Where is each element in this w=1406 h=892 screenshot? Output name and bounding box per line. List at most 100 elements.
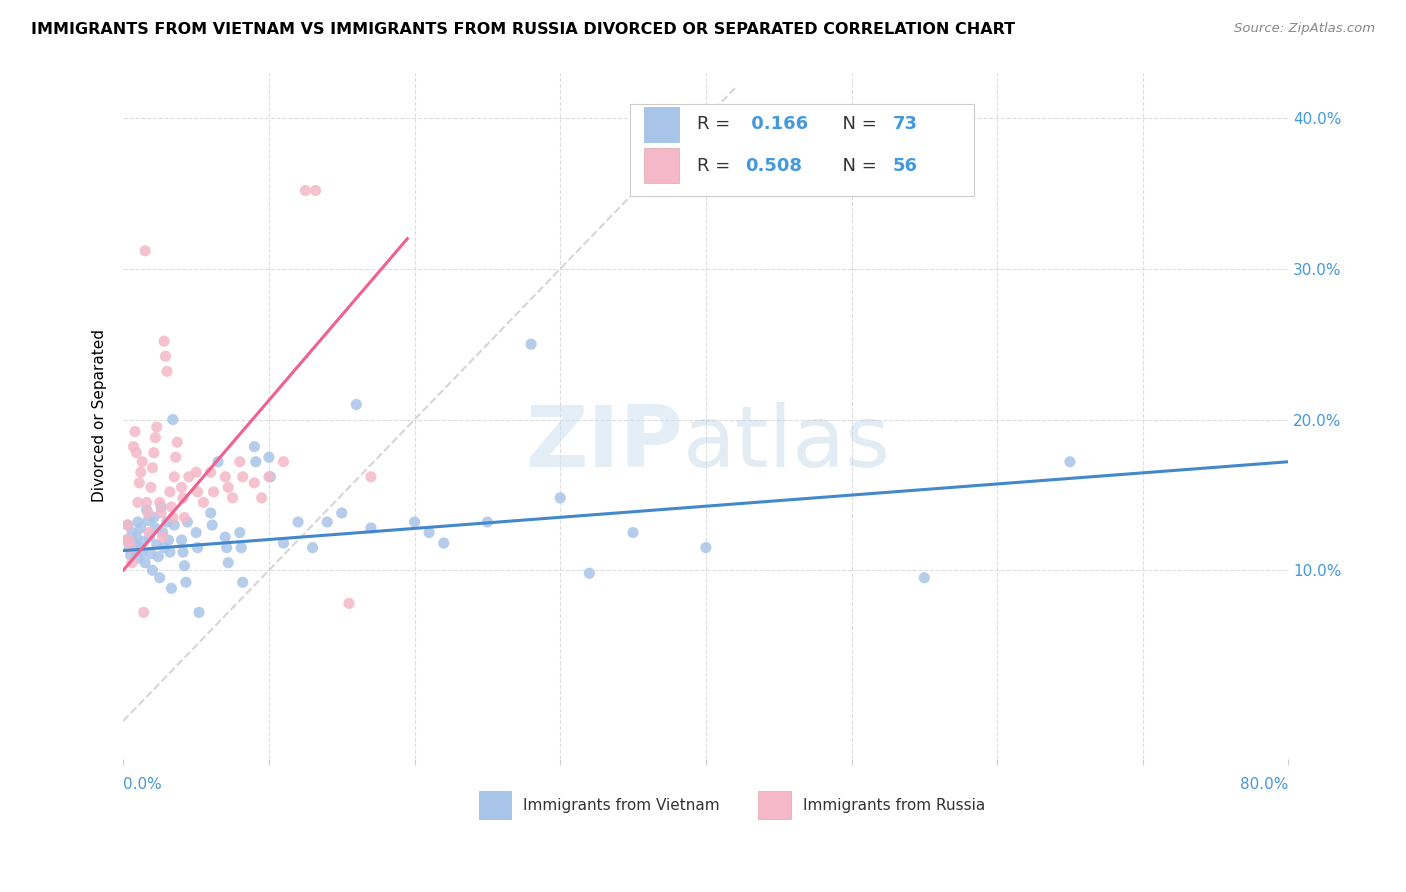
Point bbox=[337, 596, 360, 610]
Point bbox=[136, 506, 159, 520]
Point bbox=[159, 545, 181, 559]
Point bbox=[273, 455, 295, 469]
Point bbox=[257, 470, 280, 484]
Point bbox=[912, 571, 935, 585]
Point bbox=[160, 500, 183, 514]
Point bbox=[153, 334, 176, 349]
Point bbox=[138, 530, 160, 544]
Text: Immigrants from Vietnam: Immigrants from Vietnam bbox=[523, 797, 720, 813]
Point bbox=[152, 525, 174, 540]
Point bbox=[120, 541, 142, 555]
Point bbox=[330, 506, 353, 520]
Point bbox=[316, 515, 339, 529]
Point bbox=[122, 536, 145, 550]
Point bbox=[229, 455, 252, 469]
Point bbox=[188, 606, 211, 620]
Point bbox=[141, 460, 163, 475]
Text: 80.0%: 80.0% bbox=[1240, 777, 1288, 792]
Point bbox=[128, 475, 150, 490]
Point bbox=[1059, 455, 1081, 469]
Point bbox=[214, 530, 236, 544]
Point bbox=[176, 515, 198, 529]
Text: N =: N = bbox=[831, 156, 882, 175]
Point bbox=[259, 470, 281, 484]
Text: N =: N = bbox=[831, 115, 882, 134]
Point bbox=[200, 506, 222, 520]
Point bbox=[404, 515, 426, 529]
Point bbox=[150, 506, 173, 520]
Point bbox=[141, 563, 163, 577]
FancyBboxPatch shape bbox=[630, 103, 974, 196]
Text: R =: R = bbox=[696, 115, 735, 134]
Point bbox=[129, 465, 152, 479]
Point bbox=[243, 440, 266, 454]
Text: 56: 56 bbox=[893, 156, 917, 175]
Point bbox=[621, 525, 644, 540]
Point bbox=[139, 480, 162, 494]
FancyBboxPatch shape bbox=[758, 791, 792, 819]
Point bbox=[304, 184, 326, 198]
Text: atlas: atlas bbox=[682, 401, 890, 484]
Text: 73: 73 bbox=[893, 115, 917, 134]
Point bbox=[143, 521, 166, 535]
Point bbox=[115, 533, 138, 547]
Point bbox=[360, 470, 382, 484]
Point bbox=[118, 541, 141, 555]
Point bbox=[129, 521, 152, 535]
Point bbox=[160, 582, 183, 596]
Point bbox=[118, 533, 141, 547]
Point bbox=[157, 533, 180, 547]
Point bbox=[135, 495, 157, 509]
Point bbox=[548, 491, 571, 505]
Point bbox=[215, 541, 238, 555]
Point bbox=[273, 536, 295, 550]
Point bbox=[162, 510, 184, 524]
Point bbox=[117, 518, 139, 533]
Point bbox=[695, 541, 717, 555]
Point bbox=[148, 549, 170, 564]
Point bbox=[121, 525, 143, 540]
Point bbox=[217, 480, 239, 494]
Point bbox=[136, 514, 159, 528]
Point bbox=[150, 500, 173, 514]
Point bbox=[128, 541, 150, 555]
Text: 0.0%: 0.0% bbox=[124, 777, 162, 792]
Point bbox=[163, 518, 186, 533]
Point bbox=[221, 491, 243, 505]
Text: ZIP: ZIP bbox=[524, 401, 682, 484]
Point bbox=[156, 364, 179, 378]
Point bbox=[214, 470, 236, 484]
Point bbox=[124, 425, 146, 439]
Point bbox=[477, 515, 499, 529]
Point bbox=[165, 450, 187, 465]
Point bbox=[520, 337, 543, 351]
Point bbox=[201, 518, 224, 533]
Text: IMMIGRANTS FROM VIETNAM VS IMMIGRANTS FROM RUSSIA DIVORCED OR SEPARATED CORRELAT: IMMIGRANTS FROM VIETNAM VS IMMIGRANTS FR… bbox=[31, 22, 1015, 37]
Point bbox=[146, 420, 169, 434]
Point bbox=[159, 484, 181, 499]
Point bbox=[120, 548, 142, 562]
Point bbox=[301, 541, 323, 555]
Point bbox=[139, 547, 162, 561]
Point bbox=[134, 244, 156, 258]
Point bbox=[184, 465, 207, 479]
Point bbox=[142, 446, 165, 460]
Point bbox=[125, 530, 148, 544]
Text: Source: ZipAtlas.com: Source: ZipAtlas.com bbox=[1234, 22, 1375, 36]
Point bbox=[207, 455, 229, 469]
Point bbox=[229, 525, 252, 540]
Point bbox=[184, 525, 207, 540]
Point bbox=[200, 465, 222, 479]
Point bbox=[257, 450, 280, 465]
Point bbox=[134, 556, 156, 570]
Point bbox=[146, 538, 169, 552]
Point bbox=[149, 571, 172, 585]
Point bbox=[121, 556, 143, 570]
Point bbox=[115, 533, 138, 547]
Point bbox=[135, 503, 157, 517]
Point bbox=[287, 515, 309, 529]
Point bbox=[245, 455, 267, 469]
Point bbox=[152, 530, 174, 544]
Point bbox=[124, 543, 146, 558]
Point bbox=[232, 470, 254, 484]
